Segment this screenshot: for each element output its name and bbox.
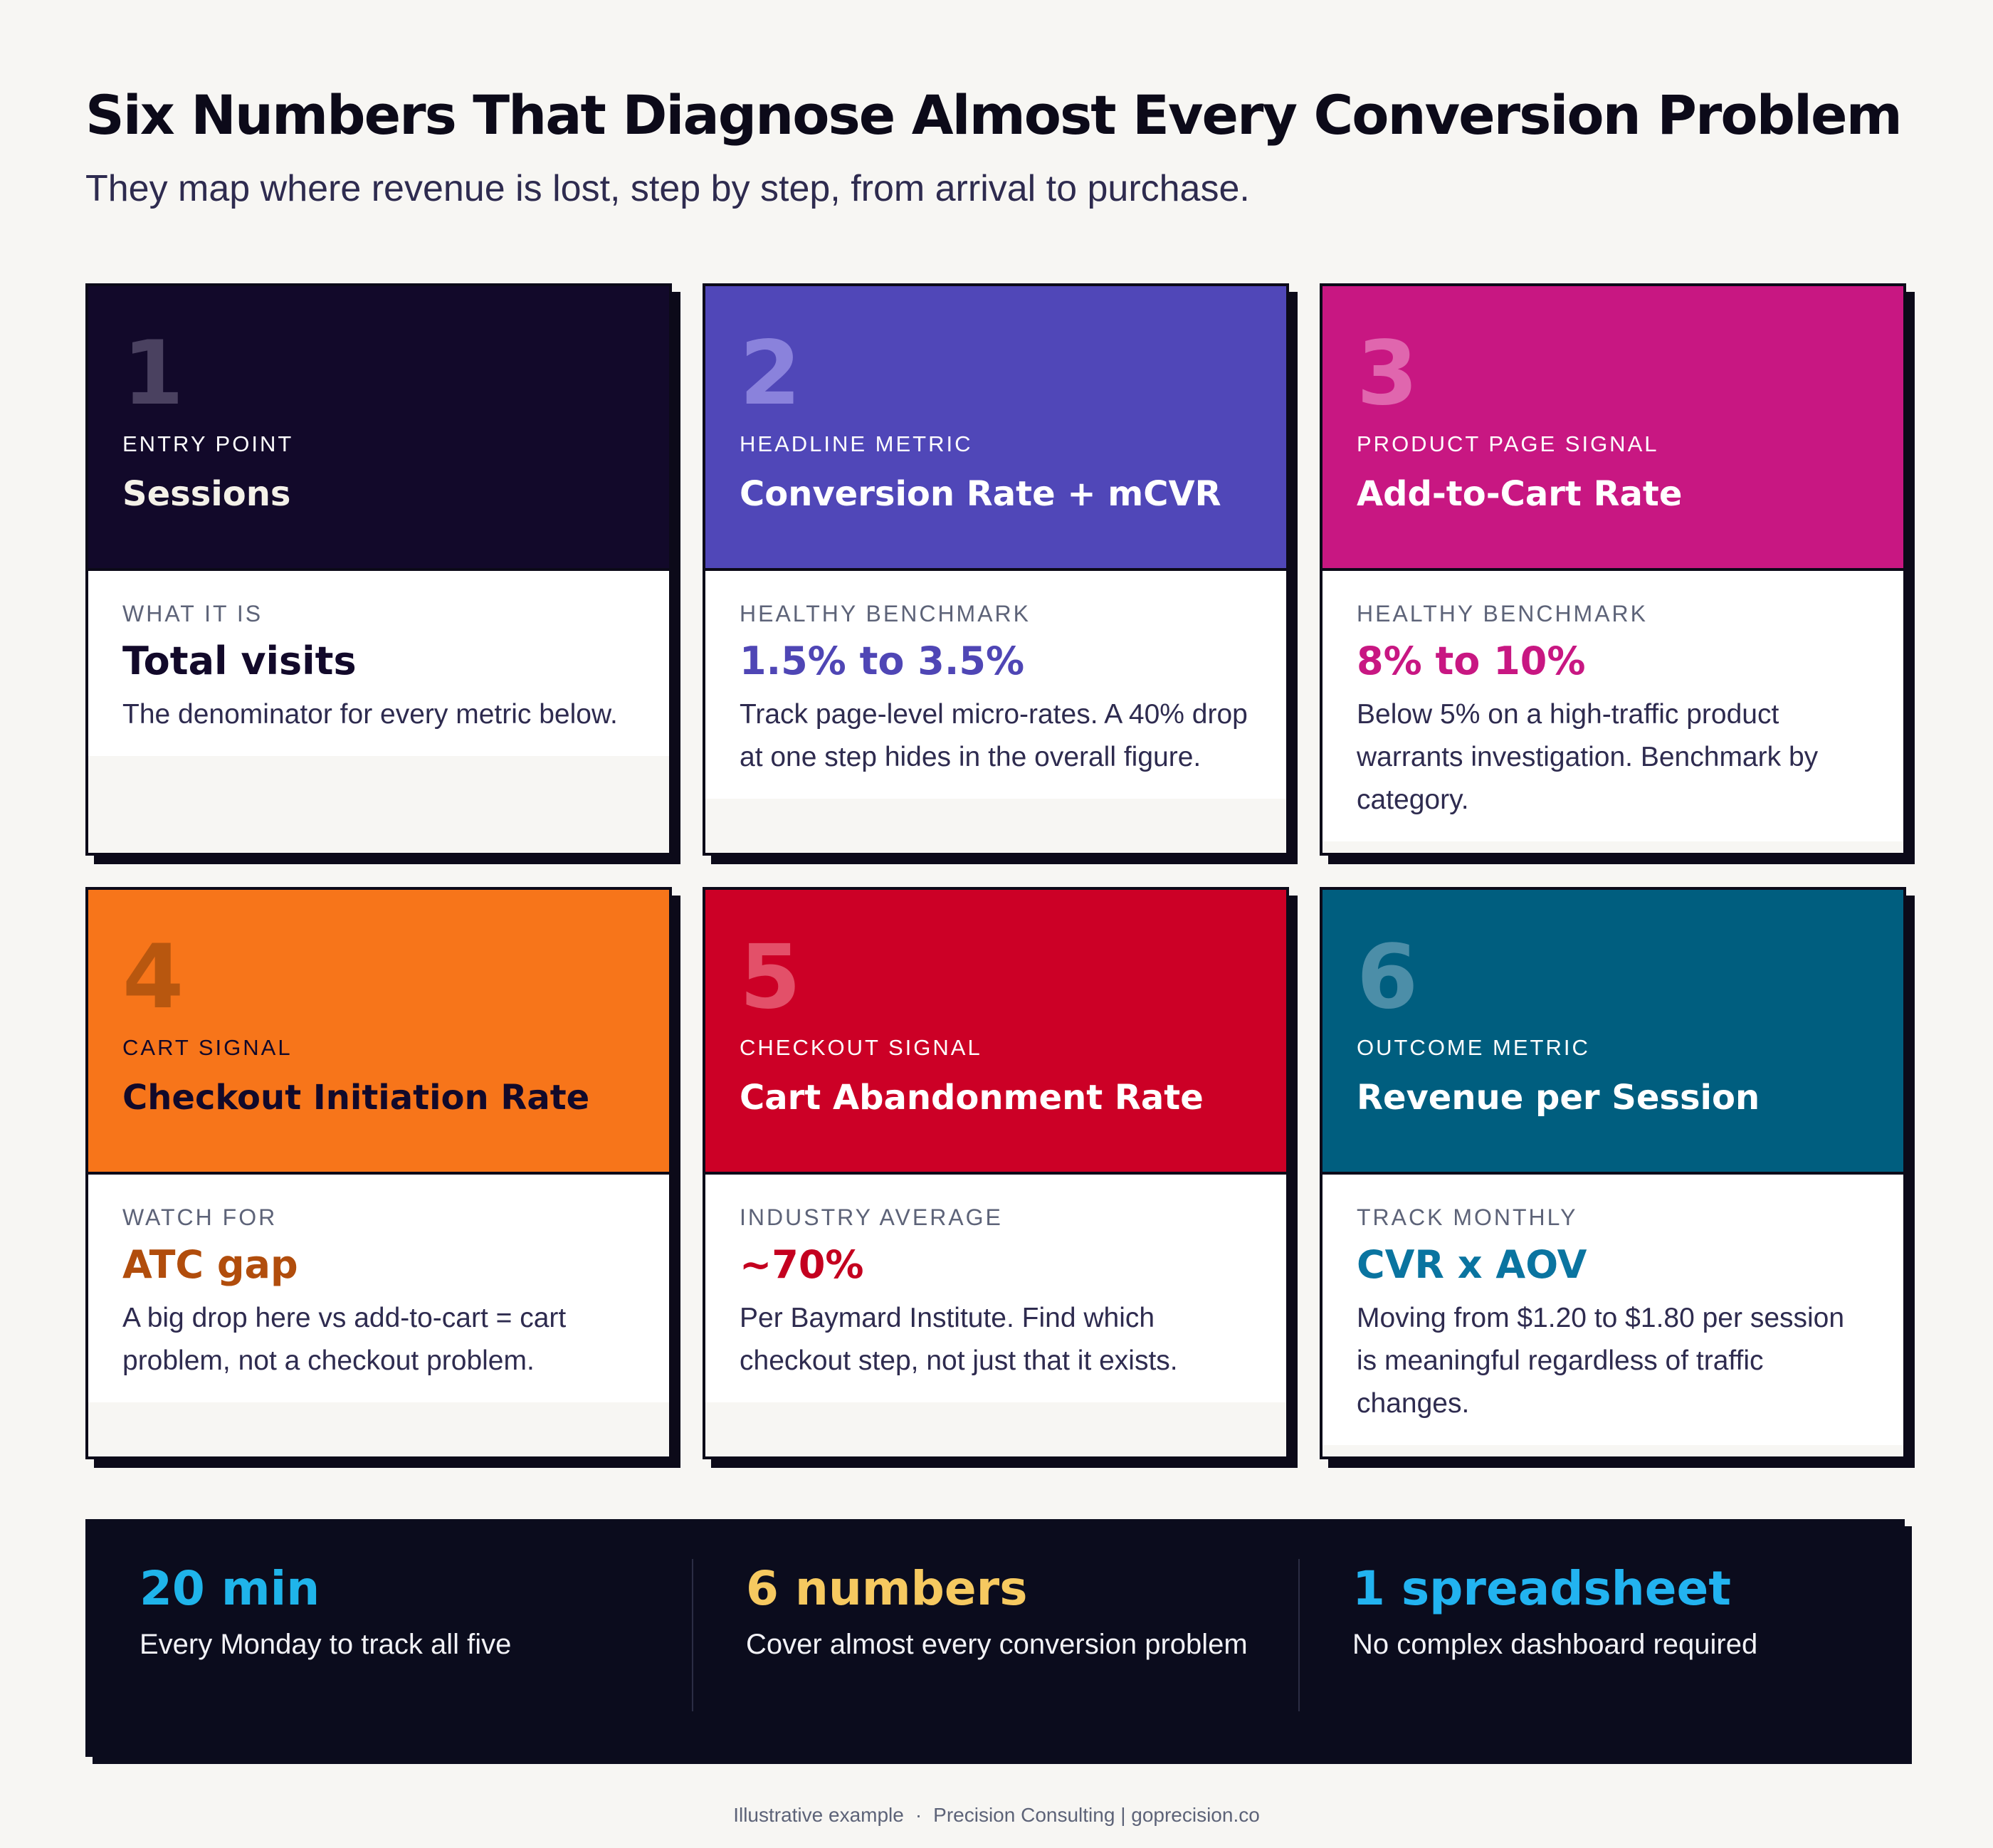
card-number: 6 [1357, 926, 1419, 1029]
card-header: 3 PRODUCT PAGE SIGNAL Add-to-Cart Rate [1322, 286, 1903, 571]
card-description: A big drop here vs add-to-cart = cart pr… [122, 1303, 567, 1376]
card-header: 4 CART SIGNAL Checkout Initiation Rate [88, 890, 669, 1175]
stat-description: Cover almost every conversion problem [746, 1629, 1248, 1660]
card-kicker: ENTRY POINT [122, 431, 294, 456]
metric-card-revenue-per-session: 6 OUTCOME METRIC Revenue per Session TRA… [1320, 887, 1906, 1459]
card-number: 5 [740, 926, 801, 1029]
card-value: ~70% [740, 1242, 864, 1287]
card-header: 2 HEADLINE METRIC Conversion Rate + mCVR [705, 286, 1286, 571]
card-header: 1 ENTRY POINT Sessions [88, 286, 669, 571]
card-number: 4 [122, 926, 184, 1029]
card-value: CVR x AOV [1357, 1242, 1587, 1287]
card-value: 8% to 10% [1357, 639, 1586, 683]
stat-value: 1 spreadsheet [1352, 1561, 1731, 1616]
card-body: WHAT IT IS Total visits The denominator … [88, 571, 669, 756]
card-body: WATCH FOR ATC gap A big drop here vs add… [88, 1175, 669, 1402]
card-kicker: CART SIGNAL [122, 1035, 293, 1060]
card-metric-name: Add-to-Cart Rate [1357, 474, 1683, 514]
summary-stats-bar: 20 min Every Monday to track all five 6 … [85, 1519, 1905, 1757]
card-metric-name: Revenue per Session [1357, 1078, 1760, 1118]
page-subtitle: They map where revenue is lost, step by … [85, 168, 1250, 209]
metric-card-checkout-initiation-rate: 4 CART SIGNAL Checkout Initiation Rate W… [85, 887, 672, 1459]
card-body: INDUSTRY AVERAGE ~70% Per Baymard Instit… [705, 1175, 1286, 1402]
stat-numbers: 6 numbers Cover almost every conversion … [692, 1559, 1298, 1757]
card-value: Total visits [122, 639, 357, 683]
card-kicker: OUTCOME METRIC [1357, 1035, 1590, 1060]
footer-separator: · [915, 1804, 922, 1826]
card-metric-name: Checkout Initiation Rate [122, 1078, 590, 1118]
card-label: WHAT IT IS [122, 601, 263, 626]
stat-description: Every Monday to track all five [140, 1629, 512, 1660]
metric-card-add-to-cart-rate: 3 PRODUCT PAGE SIGNAL Add-to-Cart Rate H… [1320, 283, 1906, 856]
card-kicker: CHECKOUT SIGNAL [740, 1035, 982, 1060]
card-metric-name: Cart Abandonment Rate [740, 1078, 1204, 1118]
page-title: Six Numbers That Diagnose Almost Every C… [85, 83, 1903, 147]
card-number: 3 [1357, 322, 1419, 425]
card-kicker: PRODUCT PAGE SIGNAL [1357, 431, 1659, 456]
stat-value: 6 numbers [746, 1561, 1028, 1616]
metric-card-sessions: 1 ENTRY POINT Sessions WHAT IT IS Total … [85, 283, 672, 856]
card-body: HEALTHY BENCHMARK 1.5% to 3.5% Track pag… [705, 571, 1286, 799]
card-value: 1.5% to 3.5% [740, 639, 1025, 683]
card-description: Moving from $1.20 to $1.80 per session i… [1357, 1303, 1845, 1419]
card-number: 2 [740, 322, 801, 425]
stat-spreadsheet: 1 spreadsheet No complex dashboard requi… [1298, 1559, 1905, 1757]
card-label: HEALTHY BENCHMARK [1357, 601, 1648, 626]
card-value: ATC gap [122, 1242, 298, 1287]
card-body: HEALTHY BENCHMARK 8% to 10% Below 5% on … [1322, 571, 1903, 841]
footer: Illustrative example · Precision Consultin… [0, 1801, 1993, 1829]
card-body: TRACK MONTHLY CVR x AOV Moving from $1.2… [1322, 1175, 1903, 1445]
card-label: TRACK MONTHLY [1357, 1204, 1578, 1230]
footer-credit: Precision Consulting | goprecision.co [933, 1804, 1260, 1826]
metric-card-cart-abandonment-rate: 5 CHECKOUT SIGNAL Cart Abandonment Rate … [703, 887, 1289, 1459]
card-label: HEALTHY BENCHMARK [740, 601, 1031, 626]
metric-card-conversion-rate: 2 HEADLINE METRIC Conversion Rate + mCVR… [703, 283, 1289, 856]
card-metric-name: Sessions [122, 474, 291, 514]
card-label: WATCH FOR [122, 1204, 278, 1230]
stat-description: No complex dashboard required [1352, 1629, 1758, 1660]
header: Six Numbers That Diagnose Almost Every C… [85, 80, 1908, 214]
card-description: Per Baymard Institute. Find which checko… [740, 1303, 1178, 1376]
card-label: INDUSTRY AVERAGE [740, 1204, 1003, 1230]
stat-value: 20 min [140, 1561, 320, 1616]
card-description: Track page-level micro-rates. A 40% drop… [740, 699, 1248, 772]
footer-note: Illustrative example [733, 1804, 904, 1826]
card-number: 1 [122, 322, 184, 425]
card-header: 6 OUTCOME METRIC Revenue per Session [1322, 890, 1903, 1175]
card-description: The denominator for every metric below. [122, 699, 618, 730]
stat-time: 20 min Every Monday to track all five [85, 1559, 692, 1757]
card-kicker: HEADLINE METRIC [740, 431, 973, 456]
card-description: Below 5% on a high-traffic product warra… [1357, 699, 1819, 815]
metric-card-grid: 1 ENTRY POINT Sessions WHAT IT IS Total … [85, 283, 1912, 1459]
card-metric-name: Conversion Rate + mCVR [740, 474, 1221, 514]
card-header: 5 CHECKOUT SIGNAL Cart Abandonment Rate [705, 890, 1286, 1175]
